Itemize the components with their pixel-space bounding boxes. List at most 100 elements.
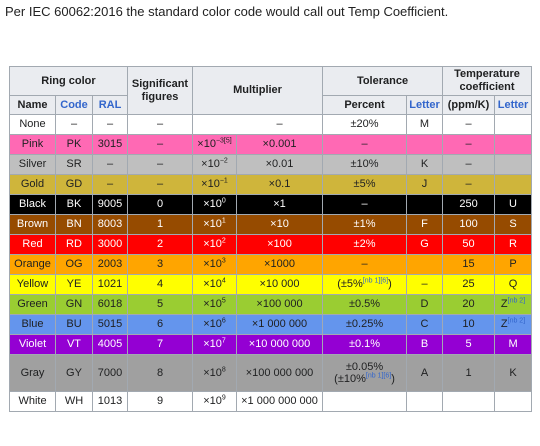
multiplier-exponent: 6 — [221, 317, 226, 325]
cell-multiplier-exp: ×100 — [192, 194, 237, 215]
cell-multiplier-exp: ×102 — [192, 234, 237, 255]
table-row: White WH 1013 9 ×109 ×1 000 000 000 — [9, 391, 533, 412]
cell-tolerance-percent: ±1% — [322, 214, 408, 235]
cell-tolerance-letter: M — [406, 114, 444, 135]
cell-ral: – — [92, 174, 128, 195]
cell-code: OG — [55, 254, 93, 275]
tc-letter-value: Z — [500, 298, 508, 310]
cell-significant-figure: – — [127, 134, 193, 155]
cell-tolerance-letter — [406, 254, 444, 275]
multiplier-exponent: 4 — [221, 277, 226, 285]
cell-multiplier-decimal: ×0.001 — [235, 134, 324, 155]
cell-ral: 3015 — [92, 134, 128, 155]
multiplier-exponent: 8 — [221, 365, 226, 373]
cell-code: VT — [55, 334, 93, 355]
cell-tolerance-percent: (±5%[nb 1][6]) — [322, 274, 408, 295]
cell-tc-ppm: – — [442, 134, 496, 155]
cell-multiplier-decimal: ×10 — [235, 214, 324, 235]
table-row: Pink PK 3015– ×10−3[5] ×0.001– – — [9, 134, 533, 155]
cell-multiplier-exp — [192, 114, 237, 135]
cell-name: Black — [9, 194, 56, 215]
cell-significant-figure: 1 — [127, 214, 193, 235]
header-ral-link[interactable]: RAL — [92, 95, 128, 115]
footnote-link[interactable]: [nb 1][6] — [365, 372, 392, 380]
tolerance-alt: (±10% — [334, 373, 366, 385]
cell-tolerance-letter: C — [406, 314, 444, 335]
header-tc-letter-link[interactable]: Letter — [494, 95, 533, 115]
intro-text: Per IEC 60062:2016 the standard color co… — [5, 4, 449, 19]
cell-tolerance-percent: ±0.05% (±10%[nb 1][6]) — [322, 354, 408, 392]
footnote-link[interactable]: [nb 2] — [507, 297, 526, 305]
cell-tolerance-percent: ±0.25% — [322, 314, 408, 335]
cell-tc-ppm: 50 — [442, 234, 496, 255]
cell-code: BU — [55, 314, 93, 335]
cell-code: RD — [55, 234, 93, 255]
table-row: None – – – – ±20% M – — [9, 114, 533, 135]
cell-significant-figure: 3 — [127, 254, 193, 275]
multiplier-base: ×10 — [203, 318, 222, 330]
cell-name: Violet — [9, 334, 56, 355]
cell-significant-figure: – — [127, 114, 193, 135]
cell-tc-letter: M — [494, 334, 533, 355]
cell-tolerance-percent: ±5% — [322, 174, 408, 195]
cell-tolerance-letter — [406, 391, 444, 412]
tolerance-close-paren: ) — [388, 278, 392, 290]
cell-multiplier-decimal: – — [235, 114, 324, 135]
tc-letter-value: P — [509, 258, 517, 270]
cell-tc-ppm: – — [442, 154, 496, 175]
tc-letter-value: M — [508, 338, 518, 350]
cell-tc-letter — [494, 391, 533, 412]
resistor-color-code-table: Ring color Significant figures Multiplie… — [9, 66, 533, 412]
tolerance-close-paren: ) — [391, 373, 395, 385]
cell-tolerance-percent: ±2% — [322, 234, 408, 255]
tc-letter-value: U — [509, 198, 517, 210]
cell-tc-ppm — [442, 391, 496, 412]
cell-significant-figure: 8 — [127, 354, 193, 392]
cell-tc-ppm: 1 — [442, 354, 496, 392]
header-ppm: (ppm/K) — [442, 95, 496, 115]
cell-significant-figure: 2 — [127, 234, 193, 255]
tc-letter-value: R — [509, 238, 517, 250]
header-temperature-coefficient: Temperature coefficient — [442, 66, 533, 96]
tolerance-percent-line2: (±10%[nb 1][6]) — [325, 372, 404, 385]
footnote-link[interactable]: [nb 2] — [507, 317, 526, 325]
cell-tolerance-percent: – — [322, 134, 408, 155]
multiplier-base: ×10 — [203, 395, 222, 407]
cell-multiplier-decimal: ×10 000 — [235, 274, 324, 295]
cell-multiplier-exp: ×105 — [192, 294, 237, 315]
tc-letter-value: Q — [508, 278, 518, 290]
cell-multiplier-decimal: ×100 — [235, 234, 324, 255]
cell-name: Pink — [9, 134, 56, 155]
multiplier-exponent: −3[5] — [215, 137, 232, 145]
cell-tc-letter: K — [494, 354, 533, 392]
multiplier-exponent: 7 — [221, 337, 226, 345]
footnote-link[interactable]: [nb 1][6] — [362, 277, 389, 285]
cell-significant-figure: 6 — [127, 314, 193, 335]
table-row: Brown BN 8003 1 ×101 ×10 ±1% F 100 S — [9, 214, 533, 235]
table-row: Yellow YE 1021 4 ×104 ×10 000 (±5%[nb 1][6]) –2… — [9, 274, 533, 295]
tolerance-percent-line1: ±0.05% — [345, 361, 384, 373]
cell-name: None — [9, 114, 56, 135]
cell-significant-figure: – — [127, 154, 193, 175]
tc-letter-value: K — [509, 366, 517, 379]
cell-tc-ppm: – — [442, 174, 496, 195]
cell-tc-letter: S — [494, 214, 533, 235]
header-letter-link[interactable]: Letter — [406, 95, 444, 115]
header-code-link[interactable]: Code — [55, 95, 93, 115]
cell-multiplier-exp: ×107 — [192, 334, 237, 355]
cell-tolerance-letter: G — [406, 234, 444, 255]
cell-tolerance-letter: F — [406, 214, 444, 235]
multiplier-base: ×10 — [203, 338, 222, 350]
cell-tolerance-letter: J — [406, 174, 444, 195]
multiplier-exponent: 0 — [221, 197, 226, 205]
multiplier-exponent: 3 — [221, 257, 226, 265]
cell-tc-ppm: 20 — [442, 294, 496, 315]
cell-multiplier-exp: ×104 — [192, 274, 237, 295]
cell-significant-figure: 0 — [127, 194, 193, 215]
header-tolerance: Tolerance — [322, 66, 444, 96]
cell-tc-letter — [494, 174, 533, 195]
table-row: Violet VT 4005 7 ×107 ×10 000 000 ±0.1% B 5 M — [9, 334, 533, 355]
cell-name: Yellow — [9, 274, 56, 295]
multiplier-base: ×10 — [203, 218, 222, 230]
cell-tolerance-percent: ±10% — [322, 154, 408, 175]
